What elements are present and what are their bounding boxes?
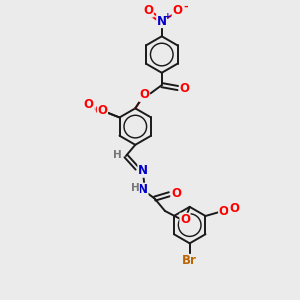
Text: O: O <box>179 82 189 94</box>
Text: O: O <box>171 187 181 200</box>
Text: H: H <box>113 150 122 161</box>
Text: N: N <box>138 183 148 196</box>
Text: O: O <box>143 4 153 17</box>
Text: -: - <box>184 2 188 12</box>
Text: O: O <box>98 104 107 117</box>
Text: O: O <box>229 202 239 215</box>
Text: O: O <box>219 205 229 218</box>
Text: O: O <box>95 104 105 118</box>
Text: Br: Br <box>182 254 197 268</box>
Text: N: N <box>138 164 148 177</box>
Text: O: O <box>139 88 149 101</box>
Text: N: N <box>157 14 167 28</box>
Text: O: O <box>172 4 182 17</box>
Text: O: O <box>84 98 94 111</box>
Text: H: H <box>130 183 140 193</box>
Text: O: O <box>180 213 190 226</box>
Text: +: + <box>164 12 172 21</box>
